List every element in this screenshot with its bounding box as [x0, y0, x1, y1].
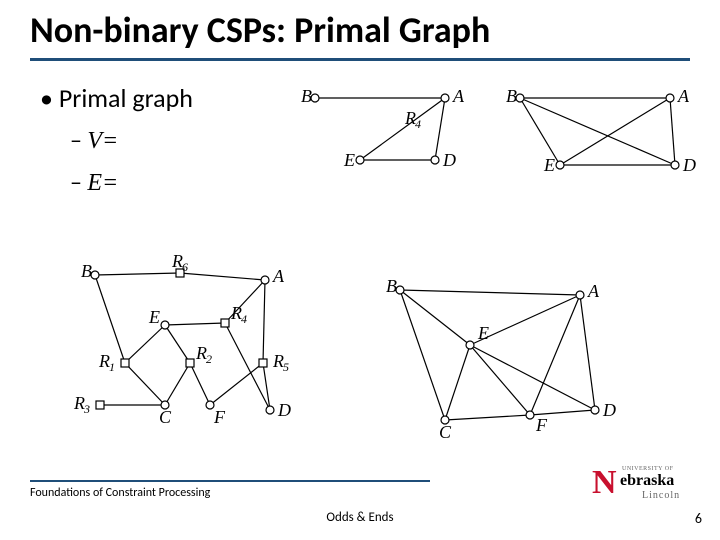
svg-text:D: D	[442, 150, 456, 170]
footer-left: Foundations of Constraint Processing	[30, 486, 210, 500]
slide-title: Non-binary CSPs: Primal Graph	[30, 8, 490, 52]
svg-text:A: A	[587, 281, 600, 301]
svg-text:4: 4	[415, 117, 421, 131]
page-number: 6	[695, 510, 702, 527]
title-underline	[30, 58, 690, 61]
logo-nebraska: ebraska	[620, 472, 674, 490]
svg-text:E: E	[148, 307, 160, 327]
svg-text:F: F	[213, 407, 226, 427]
svg-text:B: B	[386, 276, 397, 296]
dash-icon	[70, 168, 87, 197]
svg-text:D: D	[277, 400, 291, 420]
bullet-dot	[40, 82, 59, 114]
svg-text:E: E	[343, 150, 355, 170]
graph-top-right: B A E D	[500, 80, 700, 210]
dash-icon	[70, 126, 87, 155]
svg-text:B: B	[301, 86, 312, 106]
nebraska-logo: UNIVERSITY OF N ebraska Lincoln	[592, 468, 702, 508]
graph-mid-left: BAECFDR6R4R1R2R5R3	[55, 255, 315, 445]
subbullet-v: V=	[70, 126, 118, 155]
svg-text:A: A	[452, 86, 465, 106]
svg-text:1: 1	[109, 360, 115, 374]
subbullet-e-text: E=	[87, 170, 118, 196]
svg-text:C: C	[159, 407, 172, 427]
footer-line	[30, 480, 430, 482]
subbullet-e: E=	[70, 168, 118, 197]
svg-text:D: D	[682, 155, 696, 175]
svg-text:B: B	[81, 261, 92, 281]
svg-text:C: C	[439, 422, 452, 442]
bullet-primal-graph: Primal graph	[40, 82, 193, 114]
slide: Non-binary CSPs: Primal Graph Primal gra…	[0, 0, 720, 540]
graph-mid-right: B A E C F D	[370, 270, 630, 450]
svg-text:5: 5	[283, 360, 289, 374]
svg-text:A: A	[677, 86, 690, 106]
subbullet-v-text: V=	[87, 128, 118, 154]
svg-text:F: F	[535, 415, 548, 435]
svg-text:D: D	[602, 400, 616, 420]
bullet-text: Primal graph	[59, 82, 193, 114]
footer-center: Odds & Ends	[0, 510, 720, 525]
graph-top-left: BAEDR4	[295, 80, 475, 210]
svg-text:6: 6	[182, 260, 188, 274]
svg-text:B: B	[506, 86, 517, 106]
logo-lincoln: Lincoln	[642, 490, 680, 501]
svg-text:A: A	[272, 266, 285, 286]
svg-text:2: 2	[206, 352, 212, 366]
logo-n-icon: N	[592, 464, 617, 502]
svg-text:E: E	[477, 323, 489, 343]
svg-text:4: 4	[241, 312, 247, 326]
svg-text:E: E	[543, 155, 555, 175]
svg-text:3: 3	[83, 402, 90, 416]
